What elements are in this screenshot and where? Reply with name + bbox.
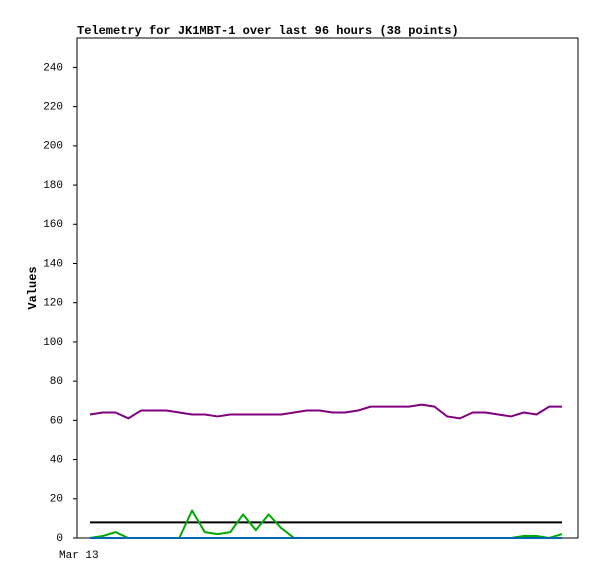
plot-frame [76, 37, 579, 539]
y-tick-label: 120 [43, 298, 63, 310]
y-tick-label: 200 [43, 141, 63, 153]
y-tick-label: 220 [43, 102, 63, 114]
y-tick-label: 0 [56, 533, 63, 545]
y-tick-label: 180 [43, 180, 63, 192]
y-axis-label: Values [26, 266, 40, 309]
y-tick-label: 20 [50, 494, 63, 506]
y-tick-label: 100 [43, 337, 63, 349]
y-tick-label: 240 [43, 62, 63, 74]
y-tick-label: 60 [50, 415, 63, 427]
y-tick-label: 140 [43, 258, 63, 270]
y-tick-label: 40 [50, 454, 63, 466]
x-tick-label: Mar 13 [59, 550, 99, 562]
chart-title: Telemetry for JK1MBT-1 over last 96 hour… [77, 24, 459, 38]
series-line [89, 403, 562, 420]
y-tick-label: 160 [43, 219, 63, 231]
y-tick-label: 80 [50, 376, 63, 388]
